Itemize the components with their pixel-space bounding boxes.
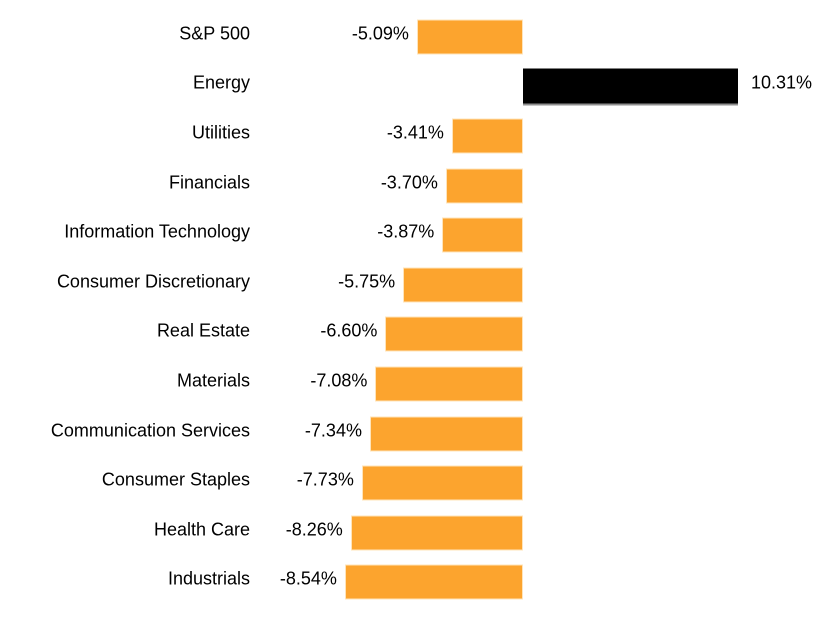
value-label: -7.73% — [296, 469, 354, 490]
bar — [350, 515, 523, 551]
chart-row: Materials -7.08% — [0, 359, 822, 409]
category-label: Health Care — [153, 519, 250, 540]
bar — [416, 19, 523, 55]
bar — [375, 366, 523, 402]
value-label: -3.70% — [380, 172, 438, 193]
value-label: -3.41% — [386, 122, 444, 143]
bar — [523, 68, 738, 104]
category-label: Communication Services — [50, 420, 250, 441]
value-label: -8.54% — [279, 568, 337, 589]
bar — [445, 168, 523, 204]
category-label: Consumer Discretionary — [56, 271, 250, 292]
category-label: Financials — [168, 172, 250, 193]
bar — [385, 316, 523, 352]
chart-row: Consumer Discretionary -5.75% — [0, 260, 822, 310]
value-label: -8.26% — [285, 519, 343, 540]
bar — [361, 465, 523, 501]
bar — [442, 217, 523, 253]
category-label: Utilities — [191, 122, 250, 143]
category-label: Materials — [176, 370, 250, 391]
chart-row: Utilities -3.41% — [0, 111, 822, 161]
value-label: -5.09% — [351, 23, 409, 44]
chart-row: Financials -3.70% — [0, 161, 822, 211]
bar — [403, 267, 523, 303]
chart-row: S&P 500 -5.09% — [0, 12, 822, 62]
category-label: Consumer Staples — [101, 469, 250, 490]
chart-row: Consumer Staples -7.73% — [0, 458, 822, 508]
category-label: S&P 500 — [179, 23, 250, 44]
value-label: -3.87% — [377, 221, 435, 242]
value-label: 10.31% — [750, 72, 813, 93]
category-label: Industrials — [167, 568, 250, 589]
chart-row: Health Care -8.26% — [0, 508, 822, 558]
value-label: -7.34% — [304, 420, 362, 441]
value-label: -6.60% — [320, 320, 378, 341]
bar — [344, 564, 523, 600]
value-label: -5.75% — [338, 271, 396, 292]
value-label: -7.08% — [310, 370, 368, 391]
chart-row: Energy 10.31% — [0, 62, 822, 112]
category-label: Information Technology — [64, 221, 250, 242]
category-label: Real Estate — [156, 320, 250, 341]
bar — [451, 118, 523, 154]
chart-row: Information Technology -3.87% — [0, 210, 822, 260]
chart-row: Real Estate -6.60% — [0, 310, 822, 360]
chart-row: Industrials -8.54% — [0, 558, 822, 608]
chart-row: Communication Services -7.34% — [0, 409, 822, 459]
bar — [369, 416, 523, 452]
category-label: Energy — [192, 72, 250, 93]
